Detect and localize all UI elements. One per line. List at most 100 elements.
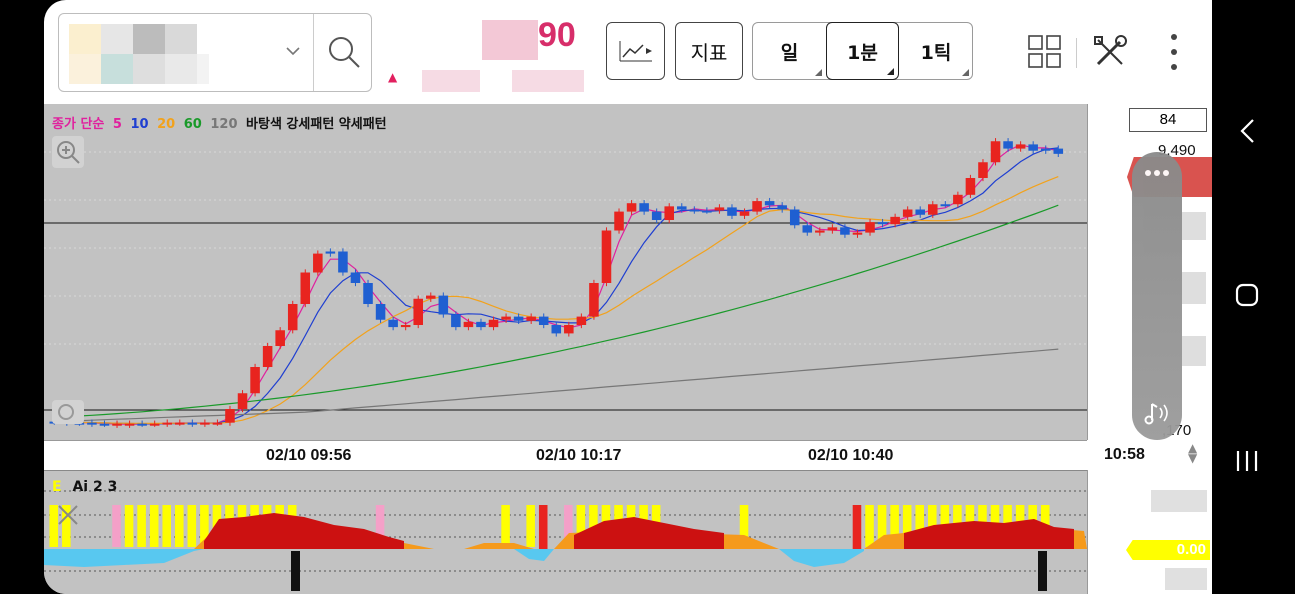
candle [727, 207, 737, 216]
more-dots-icon[interactable] [1144, 168, 1170, 178]
chart-type-button[interactable] [606, 22, 665, 80]
candle [953, 194, 963, 205]
home-icon[interactable] [1234, 282, 1260, 308]
candle [978, 162, 988, 178]
candle [940, 204, 951, 207]
positive-area [464, 543, 534, 549]
signal-bar [538, 505, 548, 549]
candle [965, 178, 976, 195]
indicator-chart[interactable]: E Ai 2 3 [44, 470, 1087, 594]
period-day-button[interactable]: 일 [753, 22, 826, 80]
back-icon[interactable] [1238, 118, 1258, 144]
tools-icon[interactable] [1092, 34, 1128, 70]
candle [413, 298, 423, 325]
candle [865, 222, 875, 233]
price-label-blurred [1182, 336, 1206, 366]
corner-indicator [887, 68, 894, 75]
symbol-name-blurred [69, 24, 209, 84]
signal-bar [526, 505, 535, 547]
price-label-blurred [1182, 272, 1206, 304]
recents-icon[interactable] [1234, 448, 1260, 474]
zoom-in-icon [57, 141, 80, 164]
price-label-blurred [1182, 212, 1206, 240]
candle [225, 409, 235, 423]
negative-area [779, 549, 864, 567]
indicator-chart-svg [44, 490, 1087, 591]
axis-line [1087, 470, 1088, 594]
search-button[interactable] [314, 14, 371, 91]
candle [840, 227, 850, 235]
indicator-button[interactable]: 지표 [675, 22, 743, 80]
candle [589, 283, 599, 317]
signal-bar [49, 505, 59, 547]
candle [739, 211, 750, 216]
black-bar [291, 551, 300, 591]
candle [651, 211, 662, 220]
indicator-legend: E Ai 2 3 [52, 479, 117, 495]
candle [200, 422, 210, 425]
black-bar [1038, 551, 1047, 591]
axis-line [1087, 104, 1088, 440]
candle [538, 316, 549, 325]
candle [852, 232, 863, 235]
candle [476, 321, 486, 328]
signal-bar [375, 505, 385, 547]
signal-bar [200, 505, 209, 547]
candle [802, 225, 813, 233]
negative-area [44, 549, 204, 567]
price-blurred [482, 20, 538, 60]
ma-line-60 [54, 204, 1059, 418]
candle [112, 423, 122, 426]
chevron-down-icon[interactable] [284, 42, 302, 60]
signal-bar [124, 505, 134, 547]
music-sound-icon[interactable] [1142, 398, 1172, 428]
candle [400, 325, 411, 328]
candle [1015, 144, 1026, 149]
more-vertical-icon[interactable] [1168, 32, 1180, 72]
candle [463, 321, 474, 328]
layout-grid-icon[interactable] [1028, 35, 1062, 69]
period-1tick-button[interactable]: 1틱 [899, 22, 973, 80]
candle [87, 422, 97, 425]
candle [1053, 148, 1064, 154]
signal-bar [62, 505, 71, 547]
legend-ma-10: 10 [130, 117, 149, 132]
search-icon [329, 37, 360, 68]
candle [614, 211, 624, 231]
candle [714, 207, 725, 211]
zoom-out-button[interactable] [52, 400, 84, 424]
candle [877, 222, 888, 225]
negative-area [514, 549, 554, 561]
candle [262, 346, 273, 367]
indicator-label-blurred [1151, 490, 1207, 512]
candle [990, 141, 1001, 163]
candle [601, 230, 612, 283]
zoom-out-icon [58, 404, 74, 420]
signal-bar [564, 505, 573, 547]
candle [626, 203, 637, 212]
symbol-selector[interactable] [58, 13, 372, 92]
price-chart[interactable]: 종가 단순 5 10 20 60 120 바탕색 강세패턴 약세패턴 ⇥ [44, 104, 1118, 440]
close-icon[interactable] [56, 503, 80, 527]
price-chart-svg [44, 138, 1087, 428]
floating-panel[interactable] [1132, 152, 1182, 440]
ma-line-120 [54, 348, 1059, 423]
candle [576, 316, 587, 325]
zoom-in-button[interactable] [52, 136, 84, 168]
scroll-updown-icon[interactable]: ▲ ▼ [1188, 441, 1198, 465]
ma-legend: 종가 단순 5 10 20 60 120 바탕색 강세패턴 약세패턴 [52, 113, 391, 132]
y-axis-top-box: 84 [1129, 108, 1207, 132]
strong-area [904, 519, 1074, 549]
corner-indicator [815, 69, 822, 76]
signal-bar [175, 505, 184, 547]
period-1min-button[interactable]: 1분 [826, 22, 899, 80]
candle [789, 209, 800, 226]
candle [1003, 141, 1013, 149]
candle [426, 295, 436, 299]
candle [149, 423, 160, 426]
candle [513, 316, 524, 321]
strong-area [204, 513, 404, 549]
legend-ma-120: 120 [210, 117, 238, 132]
candle [212, 422, 223, 425]
candle [827, 227, 838, 231]
